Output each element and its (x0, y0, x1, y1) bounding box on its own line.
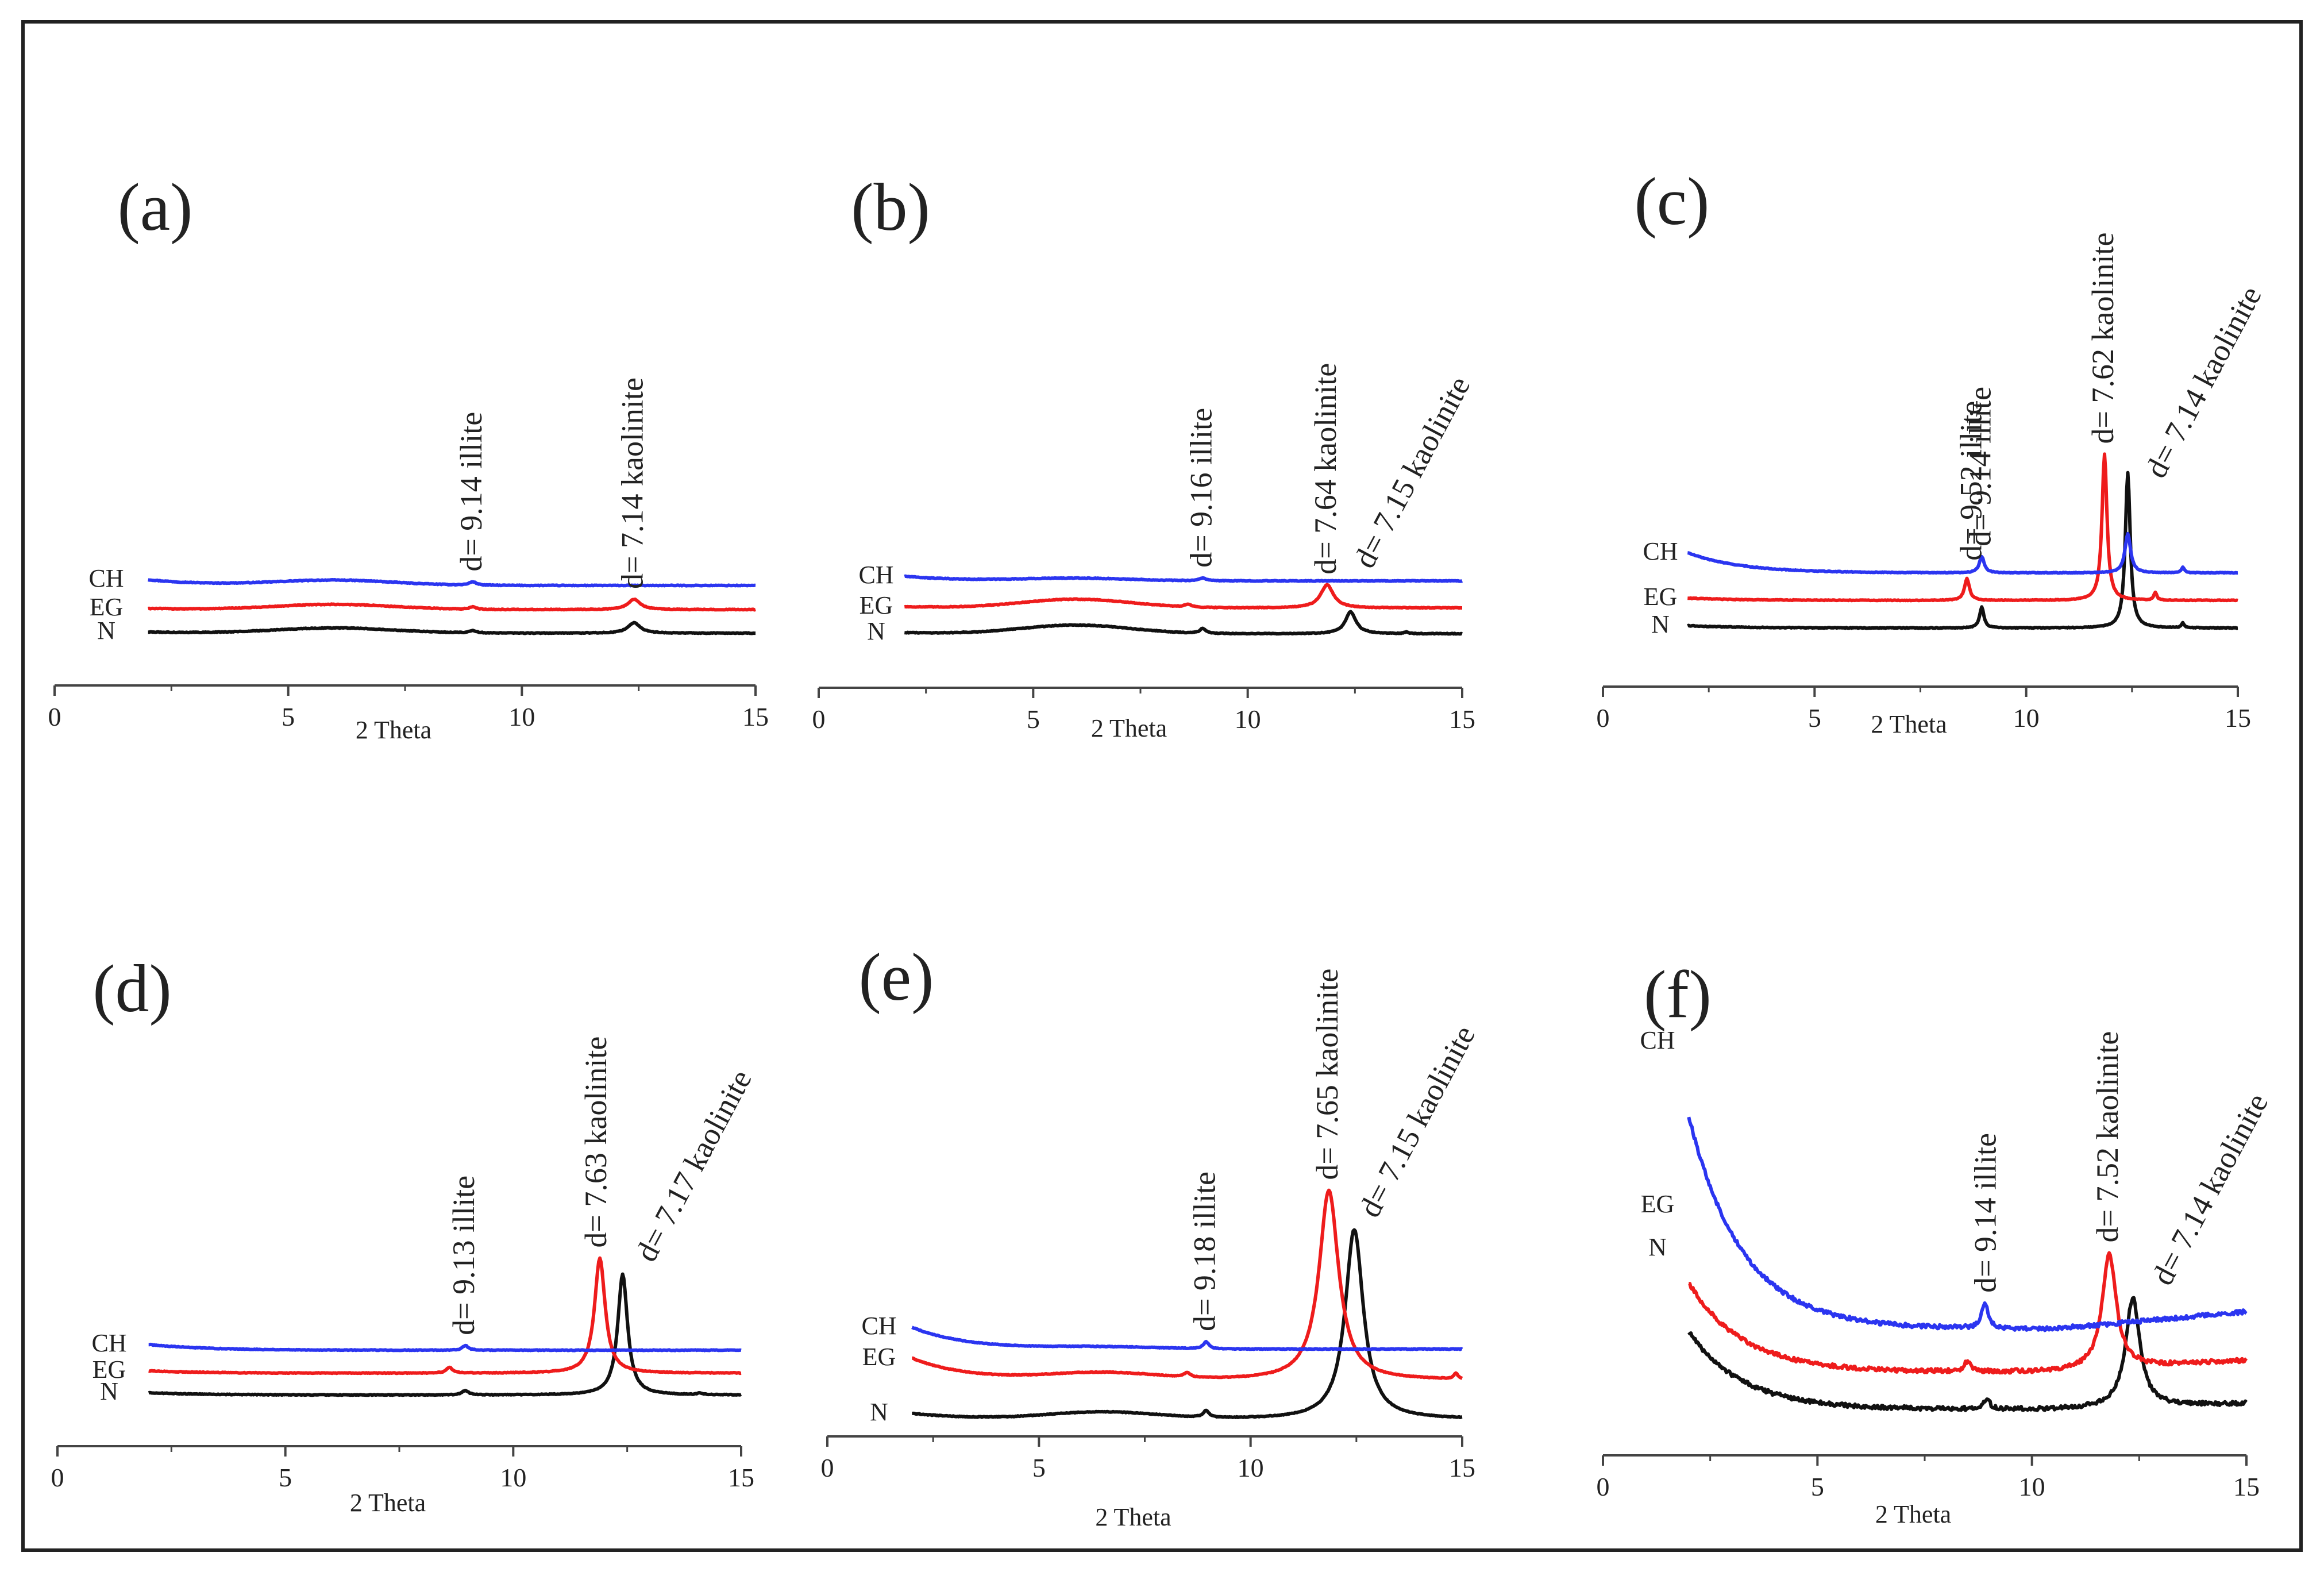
panel-label: (a) (118, 169, 193, 245)
series-line-eg (148, 1256, 742, 1376)
series-label-ch: CH (858, 561, 893, 589)
series-label-n: N (870, 1398, 888, 1426)
x-tick-label: 10 (2019, 1472, 2045, 1501)
x-tick-label: 0 (48, 702, 61, 731)
series-label-ch: CH (861, 1312, 896, 1340)
peak-annotation: d= 9.52 illite (1954, 401, 1988, 561)
panel-label: (d) (93, 951, 172, 1026)
peak-annotation: d= 7.52 kaolinite (2090, 1031, 2125, 1243)
series-line-eg (147, 598, 756, 612)
series-line-n (147, 621, 756, 635)
panel-label: (e) (859, 939, 934, 1015)
x-axis-title: 2 Theta (1875, 1500, 1951, 1528)
x-tick-label: 5 (282, 702, 295, 731)
series-label-ch: CH (1643, 537, 1678, 565)
series-label-eg: EG (1644, 583, 1678, 611)
series-line-ch (904, 574, 1463, 583)
peak-annotation: d= 9.13 illite (446, 1176, 481, 1335)
series-line-eg (904, 583, 1463, 610)
series-line-n (148, 1272, 742, 1397)
series-label-n: N (1651, 610, 1670, 638)
x-tick-label: 5 (1032, 1453, 1046, 1482)
series-line-ch (1687, 1116, 2248, 1332)
series-line-ch (911, 1326, 1463, 1351)
series-line-eg (1687, 452, 2239, 603)
series-line-eg (911, 1188, 1463, 1380)
series-label-n: N (867, 617, 885, 645)
peak-annotation: d= 9.14 illite (454, 412, 488, 572)
x-tick-label: 10 (500, 1463, 526, 1492)
peak-annotation: d= 9.14 illite (1963, 387, 1997, 546)
series-label-eg: EG (90, 593, 124, 621)
x-tick-label: 10 (2013, 703, 2040, 733)
peak-annotation: d= 7.64 kaolinite (1308, 363, 1343, 575)
x-axis-title: 2 Theta (1091, 714, 1167, 742)
series-line-n (1687, 471, 2239, 630)
series-label-eg: EG (1641, 1190, 1675, 1218)
x-tick-label: 15 (728, 1463, 754, 1492)
x-tick-label: 5 (1808, 703, 1821, 733)
panel-f: (f) 0 5 10 15 2 Theta CH EG N d= 9.14 illite d= 7.… (1597, 957, 2275, 1528)
peak-annotation: d= 7.62 kaolinite (2086, 233, 2120, 444)
series-line-n (1687, 1296, 2248, 1412)
x-tick-label: 15 (2233, 1472, 2260, 1501)
x-tick-label: 10 (1235, 704, 1261, 734)
x-axis-title: 2 Theta (356, 716, 431, 744)
x-tick-label: 0 (812, 704, 826, 734)
peak-annotation: d= 9.18 illite (1187, 1172, 1221, 1331)
x-tick-label: 5 (1027, 704, 1040, 734)
x-tick-label: 0 (1597, 703, 1610, 733)
panel-label: (b) (851, 169, 930, 245)
series-line-ch (1687, 531, 2239, 575)
series-line-ch (147, 578, 756, 588)
x-axis-title: 2 Theta (1095, 1503, 1171, 1531)
x-tick-label: 15 (1449, 1453, 1475, 1482)
series-label-ch: CH (91, 1329, 126, 1357)
x-tick-label: 0 (821, 1453, 834, 1482)
figure-frame (21, 20, 2303, 1552)
series-label-ch: CH (1640, 1026, 1675, 1054)
x-tick-label: 5 (1811, 1472, 1824, 1501)
series-label-ch: CH (88, 564, 124, 592)
x-axis-title: 2 Theta (1871, 710, 1947, 738)
x-tick-label: 5 (279, 1463, 292, 1492)
x-tick-label: 15 (1449, 704, 1475, 734)
peak-annotation: d= 9.16 illite (1184, 408, 1218, 568)
series-label-n: N (97, 617, 115, 645)
series-label-eg: EG (860, 591, 893, 619)
peak-annotation: d= 7.65 kaolinite (1310, 969, 1344, 1180)
series-line-n (904, 610, 1463, 636)
series-label-n: N (1648, 1233, 1667, 1261)
x-tick-label: 0 (1597, 1472, 1610, 1501)
panel-label: (f) (1644, 957, 1712, 1032)
series-line-n (911, 1228, 1463, 1419)
series-label-eg: EG (93, 1355, 126, 1384)
x-tick-label: 15 (2225, 703, 2251, 733)
peak-annotation: d= 9.14 illite (1968, 1133, 2002, 1293)
series-line-eg (1688, 1251, 2248, 1375)
x-tick-label: 10 (1238, 1453, 1264, 1482)
x-tick-label: 15 (742, 702, 769, 731)
panel-label: (c) (1635, 164, 1710, 239)
series-label-n: N (100, 1377, 118, 1405)
x-tick-label: 0 (51, 1463, 64, 1492)
series-line-ch (148, 1342, 742, 1353)
peak-annotation: d= 7.14 kaolinite (615, 377, 650, 589)
x-tick-label: 10 (508, 702, 535, 731)
series-label-eg: EG (862, 1343, 896, 1371)
x-axis-title: 2 Theta (350, 1489, 426, 1517)
peak-annotation: d= 7.63 kaolinite (579, 1037, 613, 1248)
